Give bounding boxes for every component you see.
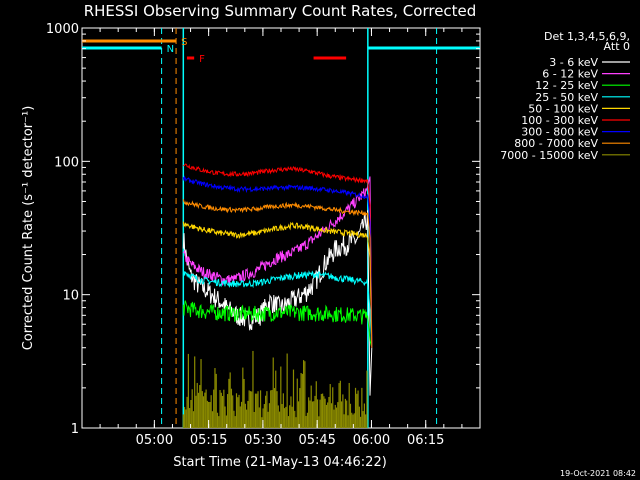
series-line-1 (183, 176, 373, 348)
x-tick-label: 06:00 (353, 433, 390, 448)
series-line-7 (182, 199, 373, 348)
y-tick-label: 10 (62, 289, 79, 304)
x-tick-label: 05:30 (244, 433, 281, 448)
y-axis-label: Corrected Count Rate (s⁻¹ detector⁻¹) (21, 106, 36, 351)
y-tick-label: 1000 (46, 22, 79, 37)
x-tick-label: 05:15 (190, 433, 227, 448)
x-tick-label: 05:00 (136, 433, 173, 448)
series-line-2 (182, 300, 373, 348)
legend-label: 300 - 800 keV (521, 126, 598, 139)
series-7000-15000-band (182, 350, 368, 428)
plot-content: SN F (82, 28, 480, 428)
x-tick-label: 05:45 (298, 433, 335, 448)
legend-label: 12 - 25 keV (535, 79, 598, 92)
legend-label: 3 - 6 keV (549, 56, 598, 69)
y-tick-label: 100 (54, 155, 79, 170)
legend-label: 25 - 50 keV (535, 91, 598, 104)
flag-label: N (167, 44, 174, 55)
generation-timestamp: 19-Oct-2021 08:42 (560, 469, 636, 478)
flag-label: F (199, 54, 205, 65)
series-line-4 (182, 221, 373, 348)
series-line-0 (182, 210, 373, 396)
legend-label: 7000 - 15000 keV (500, 149, 598, 162)
legend-header-2: Att 0 (604, 40, 630, 53)
series-line-6 (182, 175, 373, 348)
x-axis-label: Start Time (21-May-13 04:46:22) (173, 455, 387, 470)
series-line-5 (183, 163, 373, 348)
legend-label: 50 - 100 keV (528, 102, 598, 115)
legend-header-1: Det 1,3,4,5,6,9, (544, 30, 630, 43)
legend-label: 6 - 12 keV (542, 68, 598, 81)
legend-label: 800 - 7000 keV (514, 137, 598, 150)
x-tick-label: 06:15 (407, 433, 444, 448)
series-line-3 (182, 270, 373, 348)
axis-ticks: 05:00 05:15 05:30 05:45 06:00 06:15 1 10 100 1000 (46, 22, 481, 448)
chart-title: RHESSI Observing Summary Count Rates, Co… (84, 2, 477, 20)
flag-label: S (181, 37, 187, 48)
legend-label: 100 - 300 keV (521, 114, 598, 127)
y-tick-label: 1 (71, 422, 79, 437)
